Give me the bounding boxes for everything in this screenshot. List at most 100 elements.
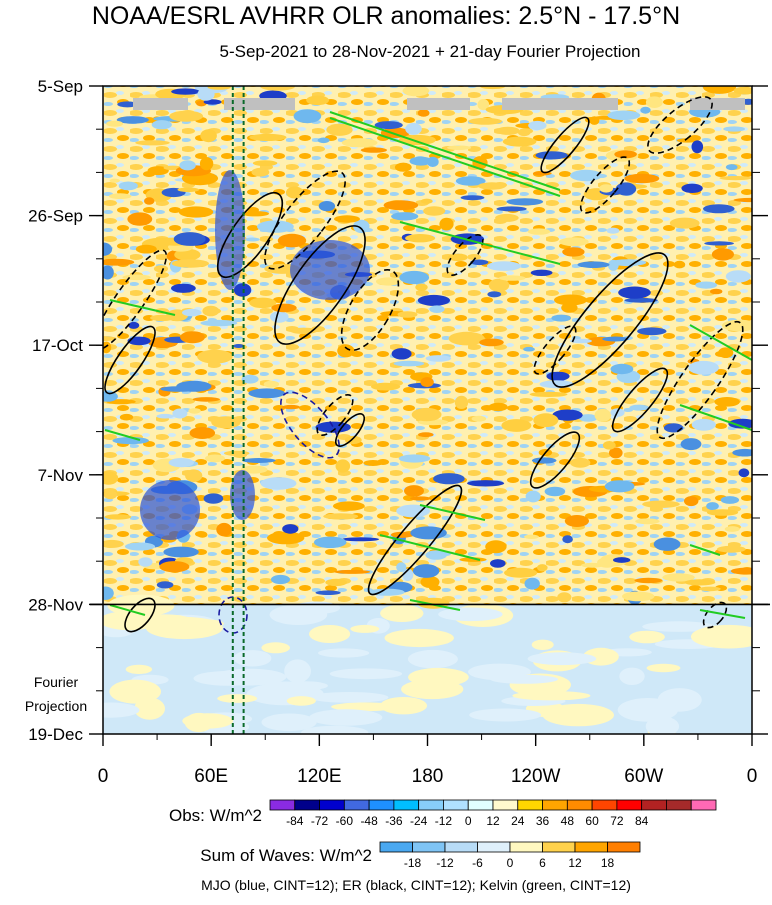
anomaly-blob: [455, 176, 486, 186]
anomaly-blob: [524, 577, 540, 590]
projection-blob: [182, 713, 234, 729]
anomaly-blob: [103, 258, 135, 266]
anomaly-blob: [341, 138, 378, 148]
anomaly-blob: [496, 206, 527, 212]
anomaly-blob: [104, 514, 132, 520]
obs-legend-swatch: [517, 799, 543, 811]
er-contour: [551, 252, 669, 388]
anomaly-blob: [706, 509, 739, 516]
obs-legend-swatch: [319, 799, 345, 811]
anomaly-blob: [733, 197, 752, 203]
anomaly-blob: [714, 397, 740, 407]
anomaly-blob: [417, 109, 430, 117]
anomaly-blob: [564, 515, 590, 527]
anomaly-blob: [185, 469, 203, 483]
y-tick-label: 5-Sep: [38, 77, 83, 96]
plot-area: [103, 86, 752, 734]
anomaly-blob: [409, 156, 433, 166]
anomaly-blob: [325, 578, 348, 587]
anomaly-blob: [103, 490, 118, 500]
x-tick-label: 60W: [624, 766, 663, 787]
anomaly-blob: [425, 355, 452, 362]
anomaly-blob: [527, 228, 551, 235]
anomaly-blob: [609, 259, 647, 266]
anomaly-blob: [488, 278, 510, 292]
anomaly-blob: [282, 404, 300, 410]
projection-blob: [617, 698, 679, 722]
projection-blob: [309, 625, 351, 643]
x-tick-label: 60E: [194, 766, 228, 787]
anomaly-blob: [642, 500, 680, 508]
anomaly-blob: [518, 129, 531, 137]
anomaly-blob: [530, 269, 553, 276]
anomaly-blob: [525, 490, 541, 503]
projection-blob: [180, 619, 224, 629]
kelvin-contour: [679, 404, 752, 431]
anomaly-blob: [293, 109, 322, 124]
anomaly-blob: [460, 195, 485, 201]
missing-data-strip: [502, 98, 618, 110]
anomaly-blob: [448, 331, 485, 346]
anomaly-blob: [197, 88, 215, 101]
waves-legend-swatch: [509, 841, 543, 853]
projection-blob: [261, 642, 291, 654]
anomaly-blob: [610, 363, 634, 375]
y-tick-label: 7-Nov: [38, 466, 84, 485]
anomaly-blob: [211, 416, 241, 429]
anomaly-blob: [103, 471, 119, 485]
er-contour: [579, 156, 631, 214]
anomaly-blob: [156, 581, 174, 589]
x-tick-label: 120E: [297, 766, 341, 787]
projection-blob: [107, 594, 175, 617]
anomaly-blob: [570, 169, 603, 182]
x-tick-label: 0: [98, 766, 109, 787]
anomaly-blob: [551, 314, 571, 322]
anomaly-blob: [485, 540, 507, 554]
anomaly-blob: [171, 88, 200, 95]
anomaly-blob: [404, 485, 424, 497]
anomaly-blob: [135, 140, 170, 146]
anomaly-blob: [722, 319, 752, 332]
anomaly-blob: [397, 311, 418, 318]
projection-blob: [542, 703, 614, 727]
projection-blob: [645, 716, 680, 734]
anomaly-blob: [341, 537, 380, 542]
anomaly-blob: [412, 564, 440, 578]
obs-legend-level-label: -24: [410, 814, 428, 828]
anomaly-blob: [597, 557, 617, 568]
anomaly-blob: [607, 110, 641, 121]
anomaly-blob: [486, 261, 522, 271]
anomaly-blob: [609, 447, 623, 459]
er-contour: [702, 601, 728, 629]
anomaly-blob: [233, 283, 252, 297]
projection-blob: [642, 621, 716, 632]
projection-blob: [407, 649, 458, 669]
anomaly-blob: [425, 550, 448, 560]
anomaly-blob: [490, 559, 506, 568]
projection-blob: [490, 674, 558, 684]
projection-blob: [301, 725, 369, 734]
anomaly-blob: [189, 427, 216, 439]
er-contour: [367, 484, 463, 596]
anomaly-blob: [169, 110, 204, 122]
anomaly-blob: [122, 274, 151, 281]
projection-blob: [125, 664, 153, 675]
anomaly-blob: [706, 502, 719, 511]
anomaly-blob: [174, 248, 201, 261]
anomaly-blob: [117, 101, 138, 108]
anomaly-blob: [602, 336, 629, 342]
anomaly-blob: [503, 567, 538, 578]
obs-legend-level-label: 48: [561, 814, 575, 828]
kelvin-contour: [699, 609, 746, 619]
anomaly-blob: [270, 311, 289, 323]
anomaly-blob: [119, 413, 134, 421]
anomaly-blob: [251, 167, 270, 177]
x-tick-label: 0: [747, 766, 758, 787]
obs-legend-level-label: -72: [311, 814, 329, 828]
er-contour: [216, 191, 284, 279]
anomaly-blob: [103, 242, 113, 256]
anomaly-blob: [732, 448, 752, 457]
anomaly-blob: [103, 586, 114, 600]
waves-legend-swatch: [444, 841, 478, 853]
anomaly-blob: [260, 86, 295, 91]
